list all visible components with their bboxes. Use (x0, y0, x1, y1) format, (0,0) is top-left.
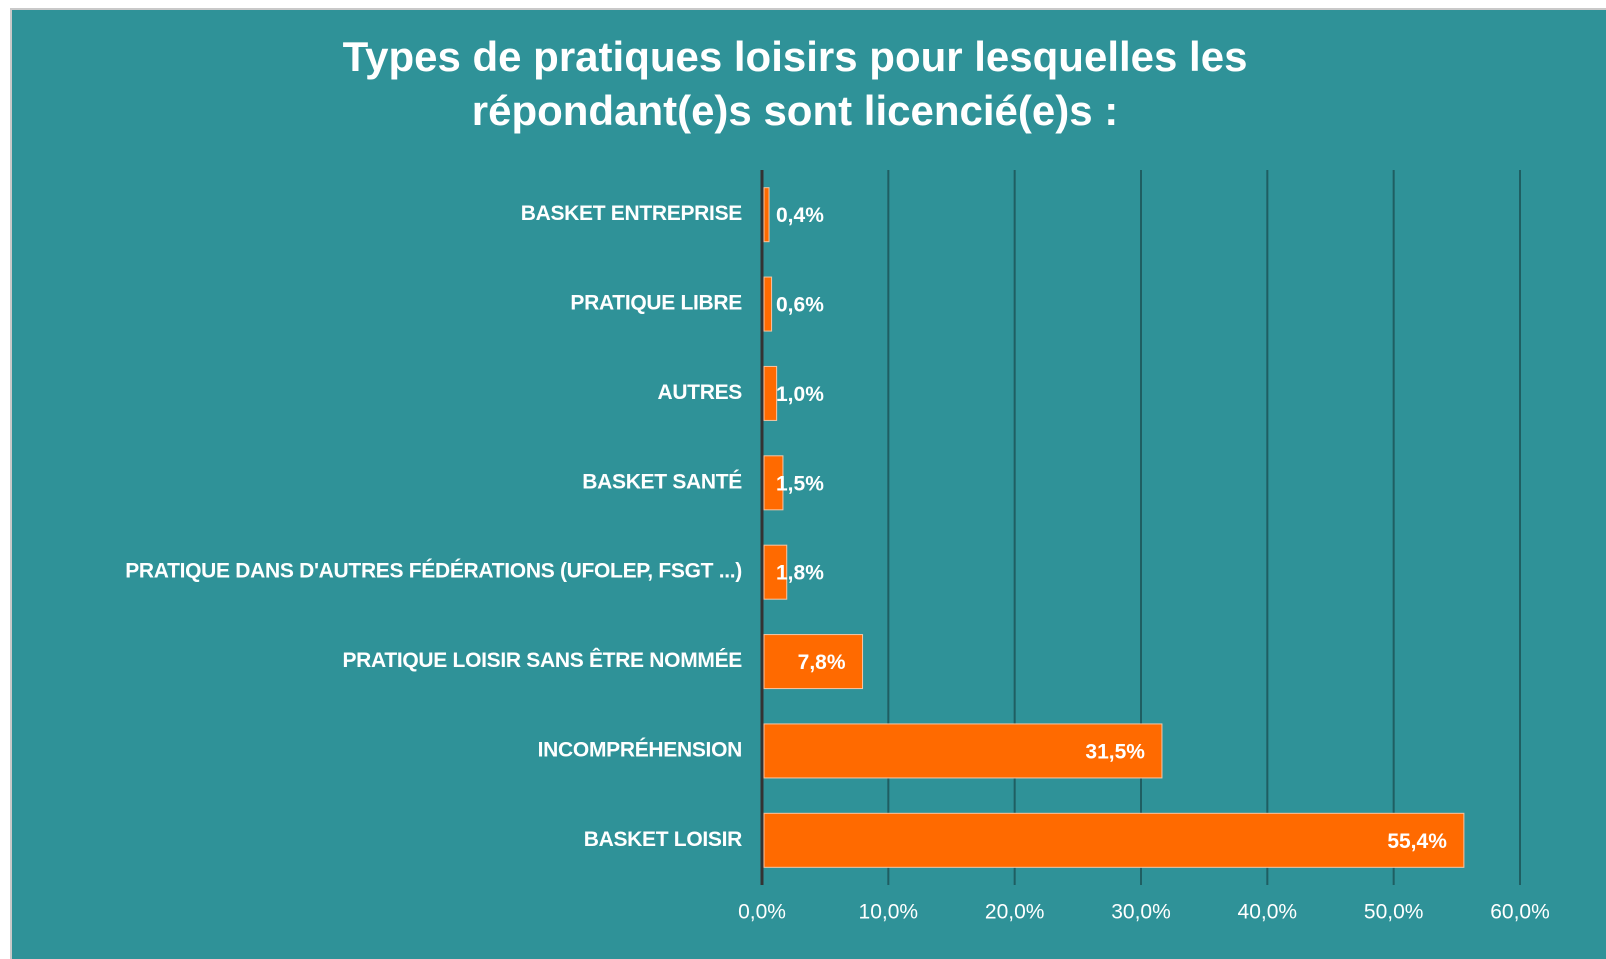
y-tick-label: AUTRES (657, 381, 742, 404)
data-label: 55,4% (1387, 830, 1447, 853)
data-label: 31,5% (1085, 740, 1145, 763)
y-tick-label: BASKET ENTREPRISE (521, 202, 743, 225)
x-tick-label: 50,0% (1364, 901, 1424, 924)
y-tick-label: BASKET LOISIR (584, 828, 742, 851)
bar (763, 187, 770, 243)
y-tick-label: PRATIQUE LIBRE (570, 292, 742, 315)
bar (763, 365, 778, 421)
data-label: 1,5% (776, 472, 824, 495)
bar (763, 455, 784, 511)
bar (763, 276, 773, 332)
y-tick-label: PRATIQUE LOISIR SANS ÊTRE NOMMÉE (342, 648, 742, 672)
y-tick-label: BASKET SANTÉ (582, 470, 742, 493)
x-tick-label: 0,0% (738, 901, 786, 924)
data-label: 0,6% (776, 294, 824, 317)
bar (763, 812, 1465, 868)
x-tick-label: 10,0% (859, 901, 919, 924)
x-tick-label: 20,0% (985, 901, 1045, 924)
x-tick-label: 40,0% (1238, 901, 1298, 924)
data-label: 1,8% (776, 562, 824, 585)
chart-background (10, 8, 1606, 959)
data-label: 7,8% (798, 651, 846, 674)
data-label: 1,0% (776, 383, 824, 406)
bar (763, 544, 788, 600)
x-tick-label: 60,0% (1490, 901, 1550, 924)
bar (763, 634, 864, 690)
chart-title: Types de pratiques loisirs pour lesquell… (342, 33, 1248, 134)
bar (763, 723, 1163, 779)
x-tick-label: 30,0% (1111, 901, 1171, 924)
y-tick-label: PRATIQUE DANS D'AUTRES FÉDÉRATIONS (UFOL… (125, 560, 742, 583)
data-label: 0,4% (776, 204, 824, 227)
y-tick-label: INCOMPRÉHENSION (538, 738, 742, 761)
